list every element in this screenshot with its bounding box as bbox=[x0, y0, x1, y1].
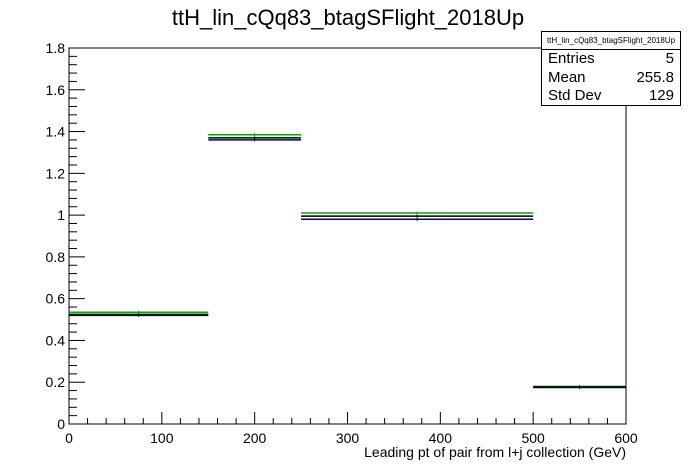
stats-value: 129 bbox=[648, 87, 674, 104]
y-tick-label: 1.2 bbox=[46, 165, 66, 181]
x-axis-ticks: 0 100 200 300 400 500 600 bbox=[65, 412, 638, 446]
stats-box-title: ttH_lin_cQq83_btagSFlight_2018Up bbox=[542, 32, 680, 50]
x-tick-label: 500 bbox=[521, 430, 545, 446]
stats-label: Std Dev bbox=[548, 87, 602, 104]
stats-row-stddev: Std Dev 129 bbox=[542, 87, 680, 106]
y-tick-label: 0.4 bbox=[46, 332, 66, 348]
x-tick-label: 200 bbox=[243, 430, 267, 446]
x-tick-label: 300 bbox=[336, 430, 360, 446]
y-tick-label: 1 bbox=[57, 207, 65, 223]
stats-row-entries: Entries 5 bbox=[542, 50, 680, 69]
stats-label: Entries bbox=[548, 50, 595, 67]
y-tick-label: 0.6 bbox=[46, 291, 66, 307]
stats-value: 255.8 bbox=[636, 68, 674, 86]
stats-box: ttH_lin_cQq83_btagSFlight_2018Up Entries… bbox=[541, 31, 681, 106]
stats-row-mean: Mean 255.8 bbox=[542, 69, 680, 88]
y-tick-label: 1.4 bbox=[46, 124, 66, 140]
y-tick-label: 0.8 bbox=[46, 249, 66, 265]
y-tick-label: 1.6 bbox=[46, 82, 66, 98]
y-axis-ticks: 0 0.2 0.4 0.6 0.8 1 1.2 1.4 1.6 1.8 bbox=[46, 40, 85, 432]
x-tick-label: 0 bbox=[65, 430, 73, 446]
y-tick-label: 1.8 bbox=[46, 40, 66, 56]
y-tick-label: 0 bbox=[57, 416, 65, 432]
y-tick-label: 0.2 bbox=[46, 374, 66, 390]
x-tick-label: 100 bbox=[150, 430, 174, 446]
x-tick-label: 600 bbox=[614, 430, 638, 446]
stats-value: 5 bbox=[665, 50, 674, 67]
x-axis-label: Leading pt of pair from l+j collection (… bbox=[364, 444, 626, 460]
stats-label: Mean bbox=[548, 68, 586, 86]
chart-title: ttH_lin_cQq83_btagSFlight_2018Up bbox=[172, 5, 524, 30]
x-tick-label: 400 bbox=[429, 430, 453, 446]
histogram-series bbox=[69, 133, 626, 389]
